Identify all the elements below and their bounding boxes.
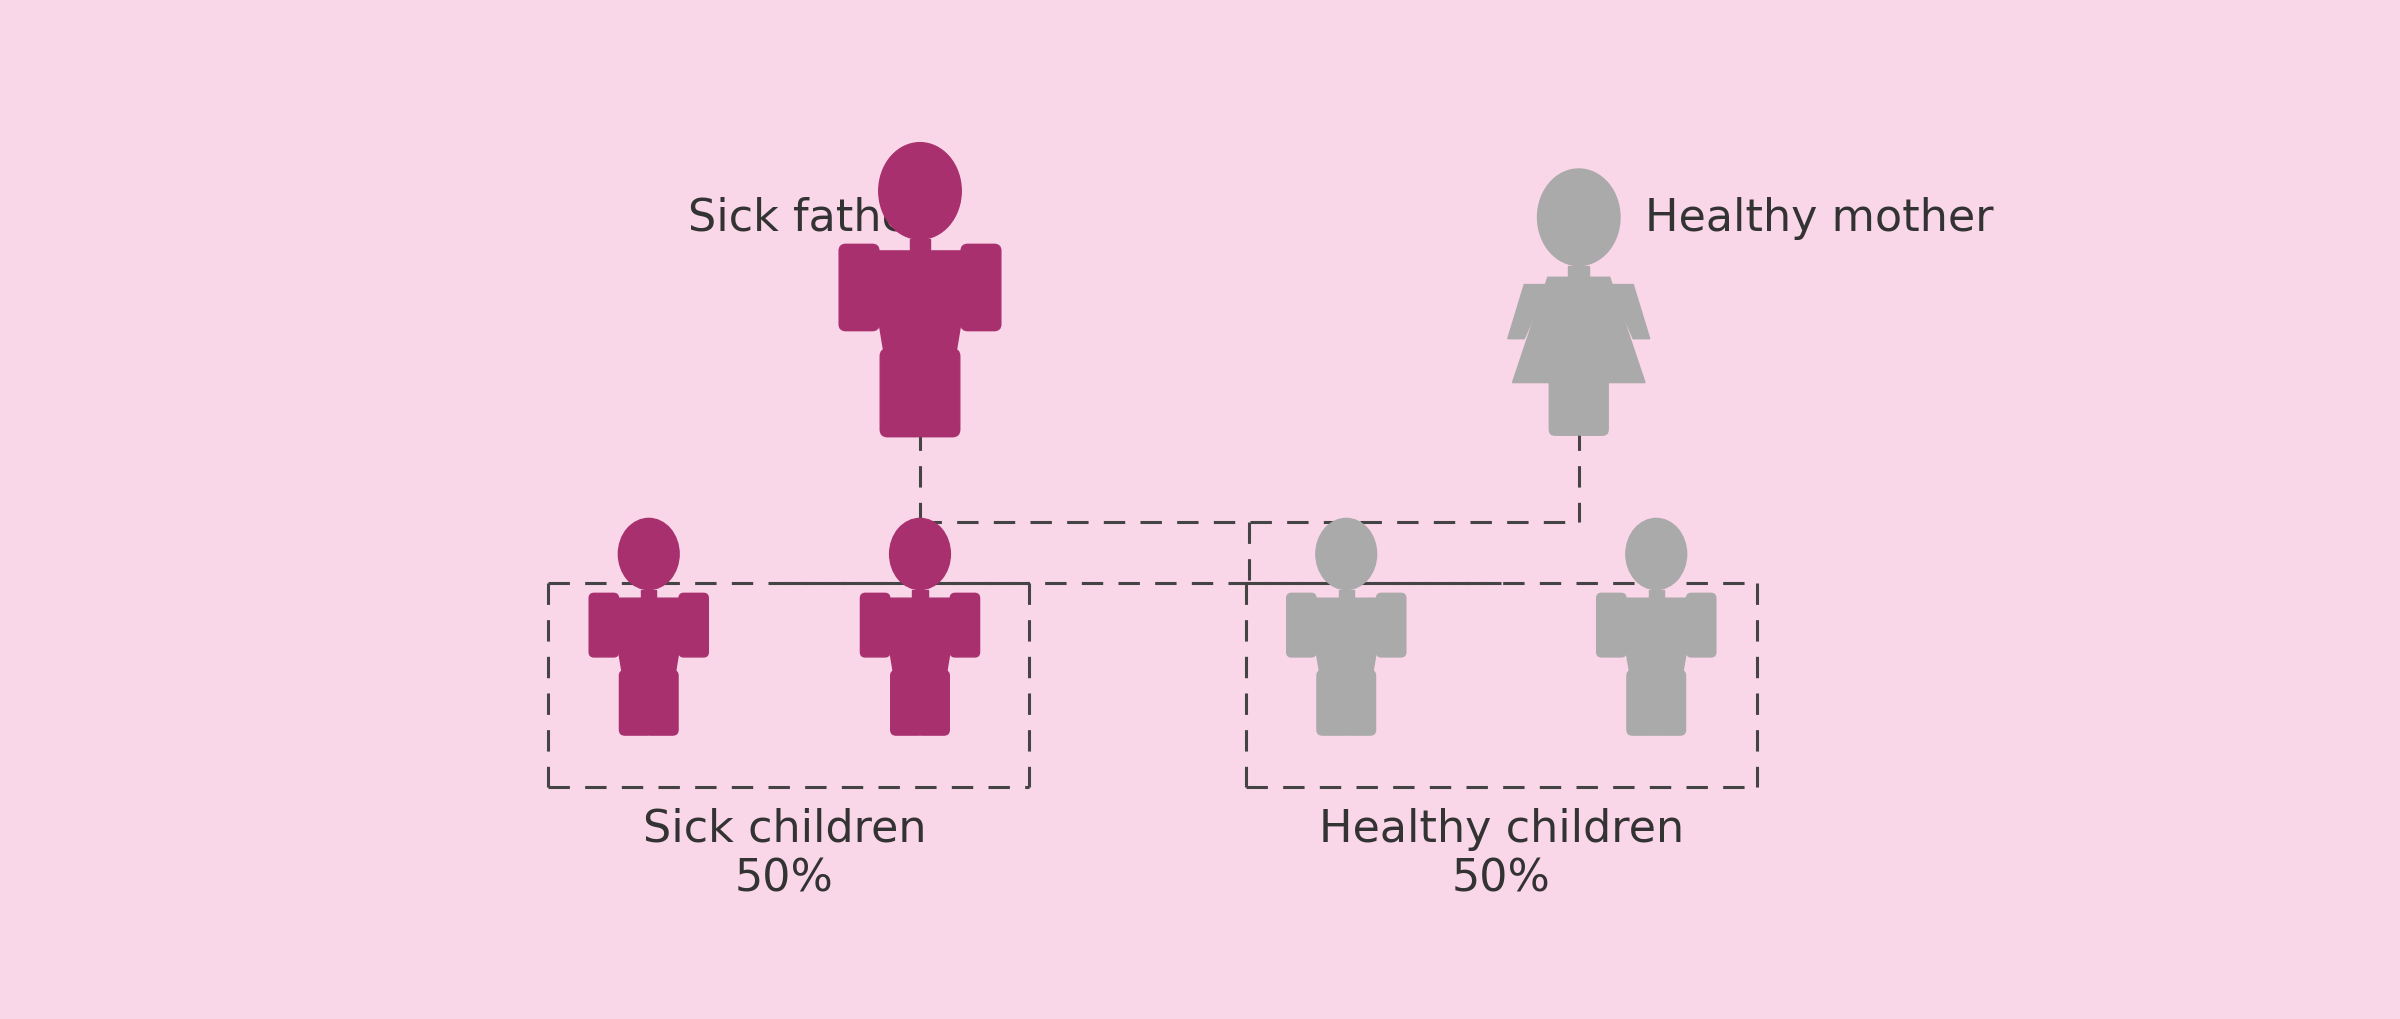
Text: Healthy mother: Healthy mother — [1644, 197, 1994, 239]
FancyBboxPatch shape — [1627, 671, 1658, 736]
Text: 50%: 50% — [1452, 857, 1550, 900]
Ellipse shape — [619, 519, 679, 590]
FancyBboxPatch shape — [914, 350, 960, 437]
FancyBboxPatch shape — [1344, 671, 1375, 736]
Ellipse shape — [1315, 519, 1378, 590]
Polygon shape — [610, 598, 689, 677]
FancyBboxPatch shape — [890, 671, 924, 736]
Polygon shape — [912, 590, 926, 598]
FancyBboxPatch shape — [679, 594, 708, 657]
Polygon shape — [886, 342, 955, 364]
Ellipse shape — [1625, 519, 1687, 590]
FancyBboxPatch shape — [1318, 671, 1349, 736]
FancyBboxPatch shape — [1550, 377, 1582, 436]
Text: Sick father: Sick father — [686, 197, 926, 239]
FancyBboxPatch shape — [960, 246, 1001, 331]
FancyBboxPatch shape — [1286, 594, 1315, 657]
FancyBboxPatch shape — [840, 246, 878, 331]
FancyBboxPatch shape — [950, 594, 979, 657]
Polygon shape — [1630, 665, 1682, 682]
Polygon shape — [893, 665, 946, 682]
Ellipse shape — [890, 519, 950, 590]
Polygon shape — [641, 590, 655, 598]
Ellipse shape — [1538, 170, 1620, 266]
FancyBboxPatch shape — [1596, 594, 1625, 657]
Polygon shape — [1649, 590, 1663, 598]
Polygon shape — [1512, 278, 1644, 383]
Polygon shape — [1618, 598, 1694, 677]
FancyBboxPatch shape — [1378, 594, 1406, 657]
Polygon shape — [1308, 598, 1385, 677]
FancyBboxPatch shape — [862, 594, 890, 657]
Polygon shape — [881, 598, 960, 677]
Polygon shape — [1320, 665, 1373, 682]
Polygon shape — [622, 665, 674, 682]
Polygon shape — [1339, 590, 1354, 598]
Polygon shape — [910, 239, 931, 252]
FancyBboxPatch shape — [1654, 671, 1685, 736]
Text: 50%: 50% — [734, 857, 833, 900]
FancyBboxPatch shape — [588, 594, 619, 657]
FancyBboxPatch shape — [619, 671, 653, 736]
FancyBboxPatch shape — [1577, 377, 1608, 436]
Polygon shape — [1570, 266, 1589, 278]
Text: Healthy children: Healthy children — [1318, 807, 1685, 850]
FancyBboxPatch shape — [881, 350, 924, 437]
Ellipse shape — [878, 144, 962, 239]
Text: Sick children: Sick children — [643, 807, 926, 850]
Polygon shape — [866, 252, 972, 357]
Polygon shape — [1507, 285, 1548, 339]
Polygon shape — [1610, 285, 1649, 339]
FancyBboxPatch shape — [646, 671, 679, 736]
FancyBboxPatch shape — [1687, 594, 1716, 657]
FancyBboxPatch shape — [917, 671, 950, 736]
